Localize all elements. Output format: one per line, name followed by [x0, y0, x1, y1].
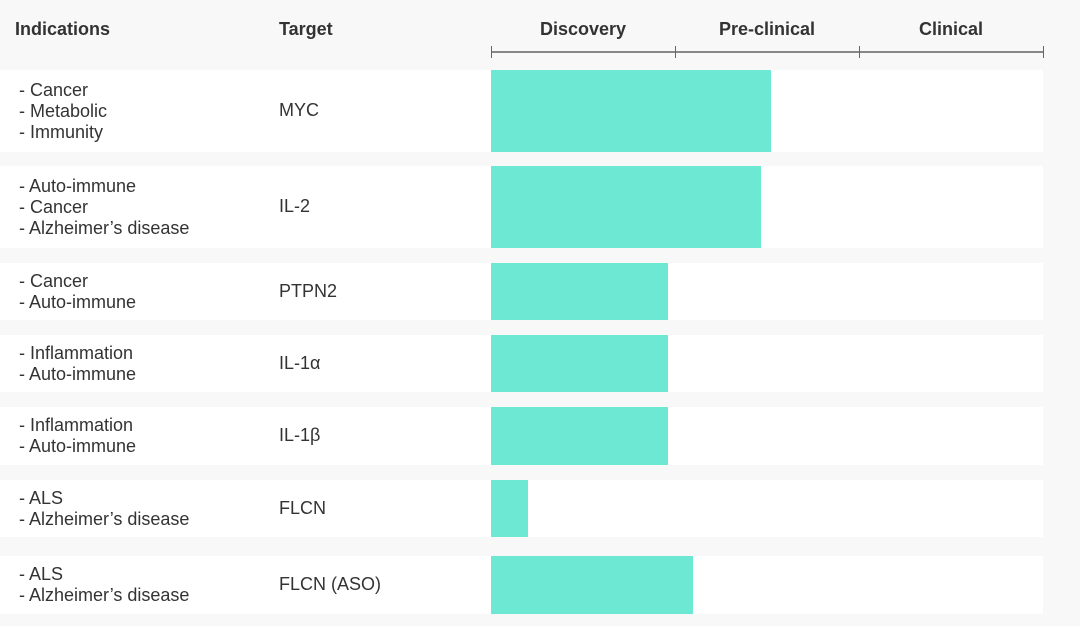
- stage-discovery: Discovery: [539, 19, 627, 39]
- indications-list: - Inflammation - Auto-immune: [19, 343, 136, 385]
- target-label: FLCN: [279, 497, 327, 518]
- progress-bar: [491, 70, 771, 152]
- target-label: PTPN2: [279, 280, 338, 301]
- target-label: FLCN (ASO): [279, 574, 382, 594]
- stage-axis: [491, 46, 1044, 58]
- indication-item: - Inflammation: [19, 415, 134, 435]
- indication-item: - Auto-immune: [19, 175, 137, 196]
- indication-item: - Auto-immune: [19, 436, 137, 456]
- target-header: Target: [279, 19, 333, 39]
- indication-item: - Alzheimer’s disease: [19, 217, 190, 238]
- indication-item: - Cancer: [19, 196, 89, 217]
- indications-list: - Inflammation - Auto-immune: [19, 415, 136, 457]
- indication-item: - Inflammation: [19, 342, 134, 363]
- indications-list: - ALS - Alzheimer’s disease: [19, 564, 189, 606]
- progress-bar: [491, 263, 668, 320]
- progress-bar: [491, 556, 694, 614]
- target-label: MYC: [279, 100, 319, 120]
- indication-item: - Alzheimer’s disease: [19, 585, 190, 605]
- target-label: IL-2: [279, 196, 311, 216]
- indications-list: - Auto-immune - Cancer - Alzheimer’s disea…: [19, 176, 189, 239]
- indications-header: Indications: [15, 19, 111, 39]
- stage-preclinical: Pre-clinical: [718, 19, 816, 39]
- target-label: IL-1β: [279, 425, 321, 445]
- progress-bar: [491, 407, 668, 465]
- indication-item: - Auto-immune: [19, 363, 137, 384]
- stage-clinical: Clinical: [918, 19, 984, 39]
- indication-item: - Metabolic: [19, 100, 108, 121]
- indication-item: - Cancer: [19, 79, 89, 100]
- indication-item: - Immunity: [19, 121, 104, 142]
- indications-list: - ALS - Alzheimer’s disease: [19, 488, 189, 530]
- indication-item: - Cancer: [19, 270, 89, 291]
- progress-bar: [491, 480, 528, 537]
- indication-item: - Alzheimer’s disease: [19, 508, 190, 529]
- progress-bar: [491, 335, 668, 392]
- indications-list: - Cancer - Auto-immune: [19, 271, 136, 313]
- indication-item: - Auto-immune: [19, 291, 137, 312]
- target-label: IL-1α: [279, 352, 321, 373]
- indication-item: - ALS: [19, 487, 64, 508]
- progress-bar: [491, 166, 762, 248]
- indications-list: - Cancer - Metabolic - Immunity: [19, 80, 107, 143]
- indication-item: - ALS: [19, 564, 64, 584]
